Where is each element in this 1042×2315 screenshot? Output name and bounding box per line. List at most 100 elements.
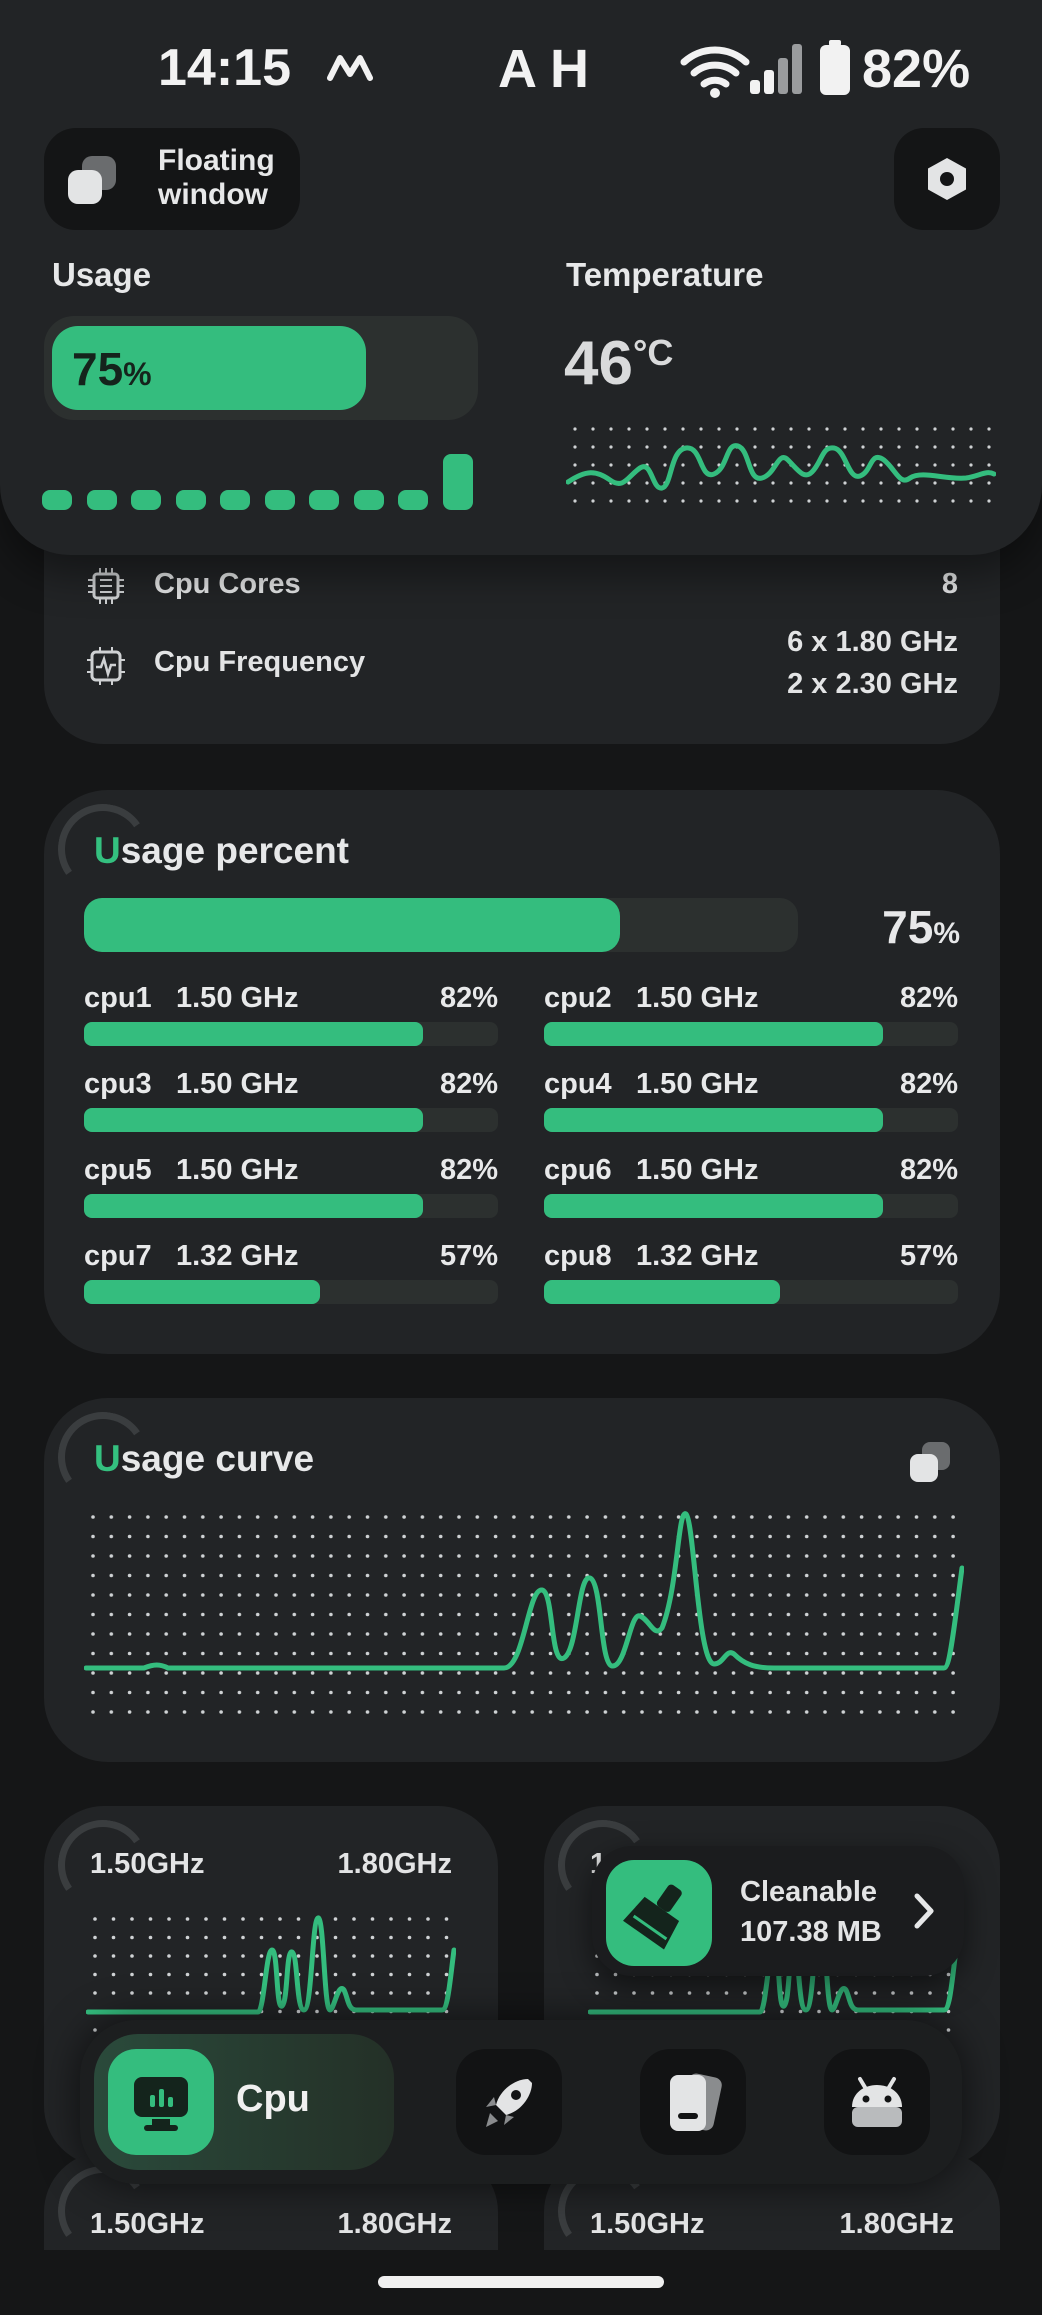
cpu-tab-icon-box: [108, 2049, 214, 2155]
total-usage-bar-fill: [84, 898, 620, 952]
status-center-text: A H: [498, 39, 589, 99]
core-usage-percent: 57%: [439, 1240, 498, 1272]
core-usage-bar-fill: [84, 1022, 424, 1046]
temperature-graph-svg: [565, 420, 997, 510]
cleanable-label: Cleanable: [740, 1876, 877, 1908]
usage-history-bar: [442, 454, 473, 510]
usage-history-bar: [42, 490, 72, 510]
battery-icon: [818, 40, 852, 100]
core-usage-percent: 82%: [439, 1068, 498, 1100]
core-frequency: 1.50 GHz: [636, 982, 759, 1014]
phone-icon: [670, 2073, 722, 2131]
cpu-cores-label: Cpu Cores: [154, 568, 301, 600]
core-usage-percent: 82%: [899, 1068, 958, 1100]
usage-curve-graph: [83, 1508, 965, 1728]
usage-history-bar: [86, 490, 117, 510]
usage-curve-title: Usage curve: [94, 1438, 315, 1479]
nav-tab-boost[interactable]: [456, 2049, 562, 2155]
usage-percent-title: Usage percent: [94, 830, 350, 871]
core-frequency: 1.50 GHz: [176, 1154, 299, 1186]
core-usage-bar: [84, 1280, 498, 1304]
floating-window-button[interactable]: Floating window: [44, 128, 300, 230]
core-current-freq: 1.50GHz: [590, 2208, 705, 2240]
floating-window-label-1: Floating: [158, 144, 275, 177]
cleanable-size: 107.38 MB: [740, 1916, 882, 1948]
core-frequency: 1.50 GHz: [176, 1068, 299, 1100]
total-usage-bar: [84, 898, 798, 952]
temperature-title: Temperature: [566, 256, 764, 293]
core-name: cpu4: [544, 1068, 612, 1100]
m-logo-icon: [326, 52, 374, 86]
battery-percent: 82%: [862, 39, 971, 99]
core-usage-bar-fill: [544, 1194, 884, 1218]
core-max-freq: 1.80GHz: [337, 1848, 452, 1880]
core-usage-bar-fill: [84, 1194, 424, 1218]
bottom-navigation: Cpu: [80, 2020, 962, 2184]
chevron-right-icon: [912, 1892, 936, 1934]
usage-value: 75%: [72, 343, 152, 395]
android-icon: [852, 2077, 902, 2127]
temperature-value: 46°C: [564, 329, 674, 398]
core-usage-percent: 82%: [899, 982, 958, 1014]
rocket-icon: [486, 2079, 532, 2127]
core-usage-bar-fill: [84, 1108, 424, 1132]
usage-history-bar: [175, 490, 206, 510]
nav-tab-device[interactable]: [640, 2049, 746, 2155]
core-name: cpu5: [84, 1154, 152, 1186]
core-frequency: 1.50 GHz: [636, 1154, 759, 1186]
floating-window-icon: [910, 1442, 950, 1482]
core-usage-bar: [84, 1022, 498, 1046]
floating-window-icon: [64, 152, 120, 212]
core-frequency: 1.32 GHz: [636, 1240, 759, 1272]
core-usage-bar-fill: [544, 1022, 884, 1046]
core-name: cpu8: [544, 1240, 612, 1272]
usage-history-bar: [353, 490, 384, 510]
status-bar: 14:15 A H 82%: [0, 0, 1042, 120]
core-usage-grid: cpu1 1.50 GHz 82% cpu2 1.50 GHz 82% cpu3 1.50 G…: [44, 790, 1000, 1354]
home-indicator[interactable]: [378, 2276, 664, 2288]
nav-tab-android[interactable]: [824, 2049, 930, 2155]
usage-history-bars: [42, 450, 482, 516]
core-name: cpu1: [84, 982, 152, 1014]
core-max-freq: 1.80GHz: [839, 2208, 954, 2240]
core-name: cpu3: [84, 1068, 152, 1100]
core-name: cpu6: [544, 1154, 612, 1186]
settings-button[interactable]: [894, 128, 1000, 230]
core-frequency: 1.50 GHz: [636, 1068, 759, 1100]
core-usage-percent: 82%: [439, 1154, 498, 1186]
cpu-tab-label: Cpu: [236, 2078, 310, 2120]
core-usage-percent: 82%: [439, 982, 498, 1014]
core-frequency: 1.50 GHz: [176, 982, 299, 1014]
core-usage-bar-fill: [84, 1280, 320, 1304]
signal-icon: [748, 40, 808, 100]
usage-bar-fill: [52, 326, 366, 410]
core-usage-bar: [544, 1280, 958, 1304]
usage-curve-svg: [83, 1508, 965, 1728]
broom-icon: [623, 1884, 682, 1950]
chip-icon: [86, 566, 126, 610]
total-usage-value: 75%: [882, 901, 960, 953]
usage-history-bar: [264, 490, 295, 510]
core-usage-percent: 57%: [899, 1240, 958, 1272]
core-usage-bar: [84, 1194, 498, 1218]
nav-tab-cpu[interactable]: Cpu: [94, 2034, 394, 2170]
frequency-chip-icon: [86, 646, 126, 690]
settings-hex-icon: [924, 156, 970, 206]
core-current-freq: 1.50GHz: [90, 1848, 205, 1880]
core-usage-bar: [544, 1022, 958, 1046]
usage-curve-card: Usage curve: [44, 1398, 1000, 1762]
floating-window-label-2: window: [158, 178, 268, 211]
broom-button: [606, 1860, 712, 1966]
usage-title: Usage: [52, 256, 152, 293]
cleanable-popup[interactable]: Cleanable 107.38 MB: [592, 1846, 964, 1976]
cpu-cores-value: 8: [941, 568, 958, 600]
usage-history-bar: [220, 490, 250, 510]
usage-percent-card: Usage percent 75% cpu1 1.50 GHz 82% cpu2 1.5…: [44, 790, 1000, 1354]
core-max-freq: 1.80GHz: [337, 2208, 452, 2240]
usage-history-bar: [398, 490, 428, 510]
monitor-icon: [134, 2077, 188, 2131]
core-usage-percent: 82%: [899, 1154, 958, 1186]
core-usage-bar: [544, 1194, 958, 1218]
float-curve-button[interactable]: [906, 1438, 954, 1490]
core-name: cpu7: [84, 1240, 152, 1272]
